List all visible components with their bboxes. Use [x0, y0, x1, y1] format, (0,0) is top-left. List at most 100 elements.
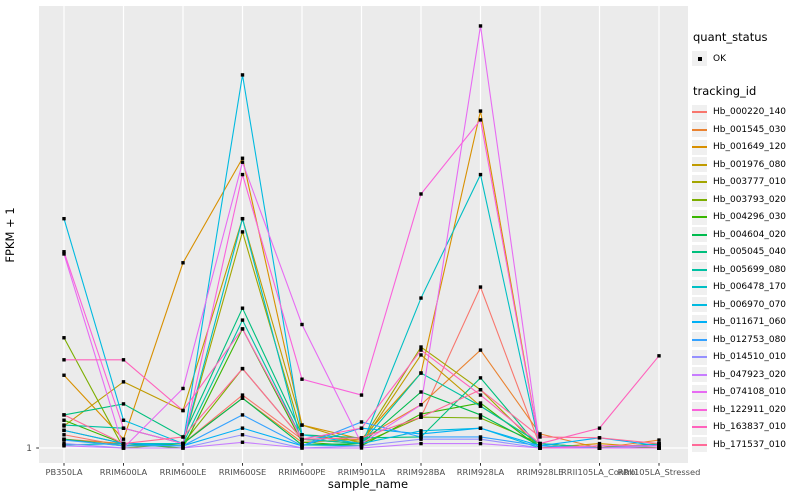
data-point-Hb_171537_010-RRIM600PE [300, 437, 304, 441]
data-point-Hb_011671_060-RRIM928LA [478, 426, 483, 430]
data-point-Hb_171537_010-RRIM901LA [359, 436, 364, 440]
data-point-Hb_122911_020-RRIM600LA [121, 426, 126, 430]
data-point-Hb_001545_030-RRIM928LE [538, 432, 542, 436]
axis-ticks [36, 447, 660, 466]
data-point-Hb_011671_060-RRIM928BA [419, 432, 423, 436]
legend-item-Hb_001976_080: Hb_001976_080 [692, 156, 798, 174]
data-point-Hb_001649_120-RRII105LA_Control [597, 441, 602, 446]
x-tick-label-RRIM600SE: RRIM600SE [219, 467, 266, 477]
data-point-Hb_003793_020-PB350LA [62, 336, 66, 340]
legend-item-Hb_047923_020: Hb_047923_020 [692, 366, 798, 384]
data-point-Hb_012753_080-RRIM928BA [419, 435, 423, 439]
line-swatch-icon [692, 209, 707, 225]
x-tick-label-RRIM600LE: RRIM600LE [160, 467, 207, 477]
legend-item-Hb_005045_040: Hb_005045_040 [692, 244, 798, 262]
x-tick-label-RRIM901LA: RRIM901LA [338, 467, 386, 477]
data-point-Hb_122911_020-RRIM600LE [181, 441, 185, 446]
data-point-Hb_005045_040-RRIM600LA [121, 402, 126, 406]
line-swatch-icon [692, 384, 707, 400]
data-point-Hb_163837_010-RRII105LA_Stressed [657, 354, 661, 358]
legend-item-Hb_003793_020: Hb_003793_020 [692, 191, 798, 209]
legend-item-Hb_005699_080: Hb_005699_080 [692, 261, 798, 279]
x-tick-label-RRII105LA_Control: RRII105LA_Control [561, 467, 638, 477]
data-point-Hb_074108_010-RRIM600LA [121, 446, 126, 450]
legend-item-label: Hb_005699_080 [713, 264, 787, 275]
data-point-Hb_122911_020-RRIM928LA [478, 118, 483, 122]
data-point-Hb_122911_020-RRIM928LE [538, 446, 542, 450]
line-swatch-icon [692, 419, 707, 435]
line-swatch-icon [692, 297, 707, 313]
legend-item-Hb_011671_060: Hb_011671_060 [692, 314, 798, 332]
data-point-Hb_122911_020-RRIM600SE [240, 172, 245, 177]
data-point-Hb_074108_010-RRIM600SE [240, 160, 245, 164]
line-swatch-icon [692, 104, 707, 120]
line-swatch-icon [692, 314, 707, 330]
x-tick-label-RRIM928BA: RRIM928BA [397, 467, 446, 477]
legend-quant-status-items: OK [692, 50, 798, 68]
x-tick-label-RRIM600LA: RRIM600LA [100, 467, 148, 477]
legend-item-label: Hb_005045_040 [713, 247, 787, 258]
legend-title-tracking-id: tracking_id [693, 83, 757, 98]
data-point-Hb_001649_120-RRIM928LA [478, 109, 483, 113]
data-point-Hb_047923_020-RRIM928LA [478, 441, 483, 446]
legend-item-Hb_006478_170: Hb_006478_170 [692, 279, 798, 297]
data-point-Hb_014510_010-RRIM928LA [478, 437, 483, 441]
x-tick-label-RRII105LA_Stressed: RRII105LA_Stressed [618, 467, 701, 477]
legend-item-Hb_004296_030: Hb_004296_030 [692, 209, 798, 227]
legend-item-Hb_074108_010: Hb_074108_010 [692, 384, 798, 402]
line-swatch-icon [692, 279, 707, 295]
line-swatch-icon [692, 122, 707, 138]
series-points [62, 24, 661, 450]
data-point-Hb_004604_020-RRIM600SE [240, 396, 245, 400]
legend-tracking-id-items: Hb_000220_140 Hb_001545_030 Hb_001649_120 H… [692, 104, 798, 454]
legend-item-label: Hb_006478_170 [713, 282, 787, 293]
panel-background [39, 6, 688, 463]
data-point-Hb_163837_010-PB350LA [62, 358, 66, 362]
legend-item-Hb_001649_120: Hb_001649_120 [692, 139, 798, 157]
y-axis-title: FPKM + 1 [3, 207, 17, 263]
data-point-Hb_074108_010-RRIM901LA [359, 441, 364, 446]
legend: quant_status OK tracking_id Hb_000220_14… [692, 24, 798, 454]
legend-item-label: Hb_014510_010 [713, 352, 787, 363]
legend-item-label: OK [713, 53, 726, 64]
x-tick-label-PB350LA: PB350LA [45, 467, 82, 477]
line-swatch-icon [692, 157, 707, 173]
data-point-Hb_047923_020-RRIM901LA [359, 446, 364, 450]
data-point-Hb_171537_010-PB350LA [62, 413, 66, 417]
x-axis-title: sample_name [327, 477, 409, 491]
legend-item-label: Hb_012753_080 [713, 334, 787, 345]
data-point-Hb_163837_010-RRIM928LA [478, 393, 483, 397]
data-point-Hb_074108_010-RRIM928LA [478, 24, 483, 28]
data-point-Hb_012753_080-RRIM928LA [478, 435, 483, 439]
data-point-Hb_001649_120-PB350LA [62, 373, 66, 377]
data-point-Hb_171537_010-RRIM928BA [419, 415, 423, 419]
legend-item-label: Hb_001649_120 [713, 142, 787, 153]
data-point-Hb_005699_080-RRIM600SE [240, 318, 245, 322]
data-point-Hb_163837_010-RRIM600SE [240, 327, 245, 331]
legend-item-Hb_000220_140: Hb_000220_140 [692, 104, 798, 122]
data-point-Hb_006970_070-RRIM600PE [300, 433, 304, 437]
data-point-Hb_004296_030-RRIM928BA [419, 412, 423, 416]
legend-item-Hb_004604_020: Hb_004604_020 [692, 226, 798, 244]
data-point-Hb_001545_030-RRIM928LA [478, 348, 483, 352]
data-point-Hb_012753_080-RRIM600LE [181, 444, 185, 448]
x-tick-labels: PB350LA RRIM600LA RRIM600LE RRIM600SE RRIM60… [45, 467, 700, 477]
data-point-Hb_047923_020-RRIM600PE [300, 446, 304, 450]
data-point-Hb_122911_020-RRIM928BA [419, 192, 423, 196]
data-point-Hb_005699_080-RRIM928BA [419, 371, 423, 375]
data-point-Hb_003777_010-RRIM901LA [359, 439, 364, 444]
data-point-Hb_074108_010-RRIM600PE [300, 322, 304, 327]
data-point-Hb_000220_140-RRIM600SE [240, 393, 245, 397]
legend-item-label: Hb_001976_080 [713, 159, 787, 170]
data-point-Hb_005699_080-PB350LA [62, 423, 66, 427]
legend-item-label: Hb_004604_020 [713, 229, 787, 240]
data-point-Hb_171537_010-RRII105LA_Stressed [657, 441, 661, 446]
line-swatch-icon [692, 192, 707, 208]
line-swatch-icon [692, 227, 707, 243]
legend-item-Hb_001545_030: Hb_001545_030 [692, 121, 798, 139]
data-point-Hb_014510_010-PB350LA [62, 441, 66, 446]
data-point-Hb_012753_080-RRIM928LE [538, 444, 542, 448]
data-point-Hb_003777_010-RRIM928BA [419, 345, 423, 349]
data-point-Hb_003777_010-RRIM600SE [240, 230, 245, 234]
